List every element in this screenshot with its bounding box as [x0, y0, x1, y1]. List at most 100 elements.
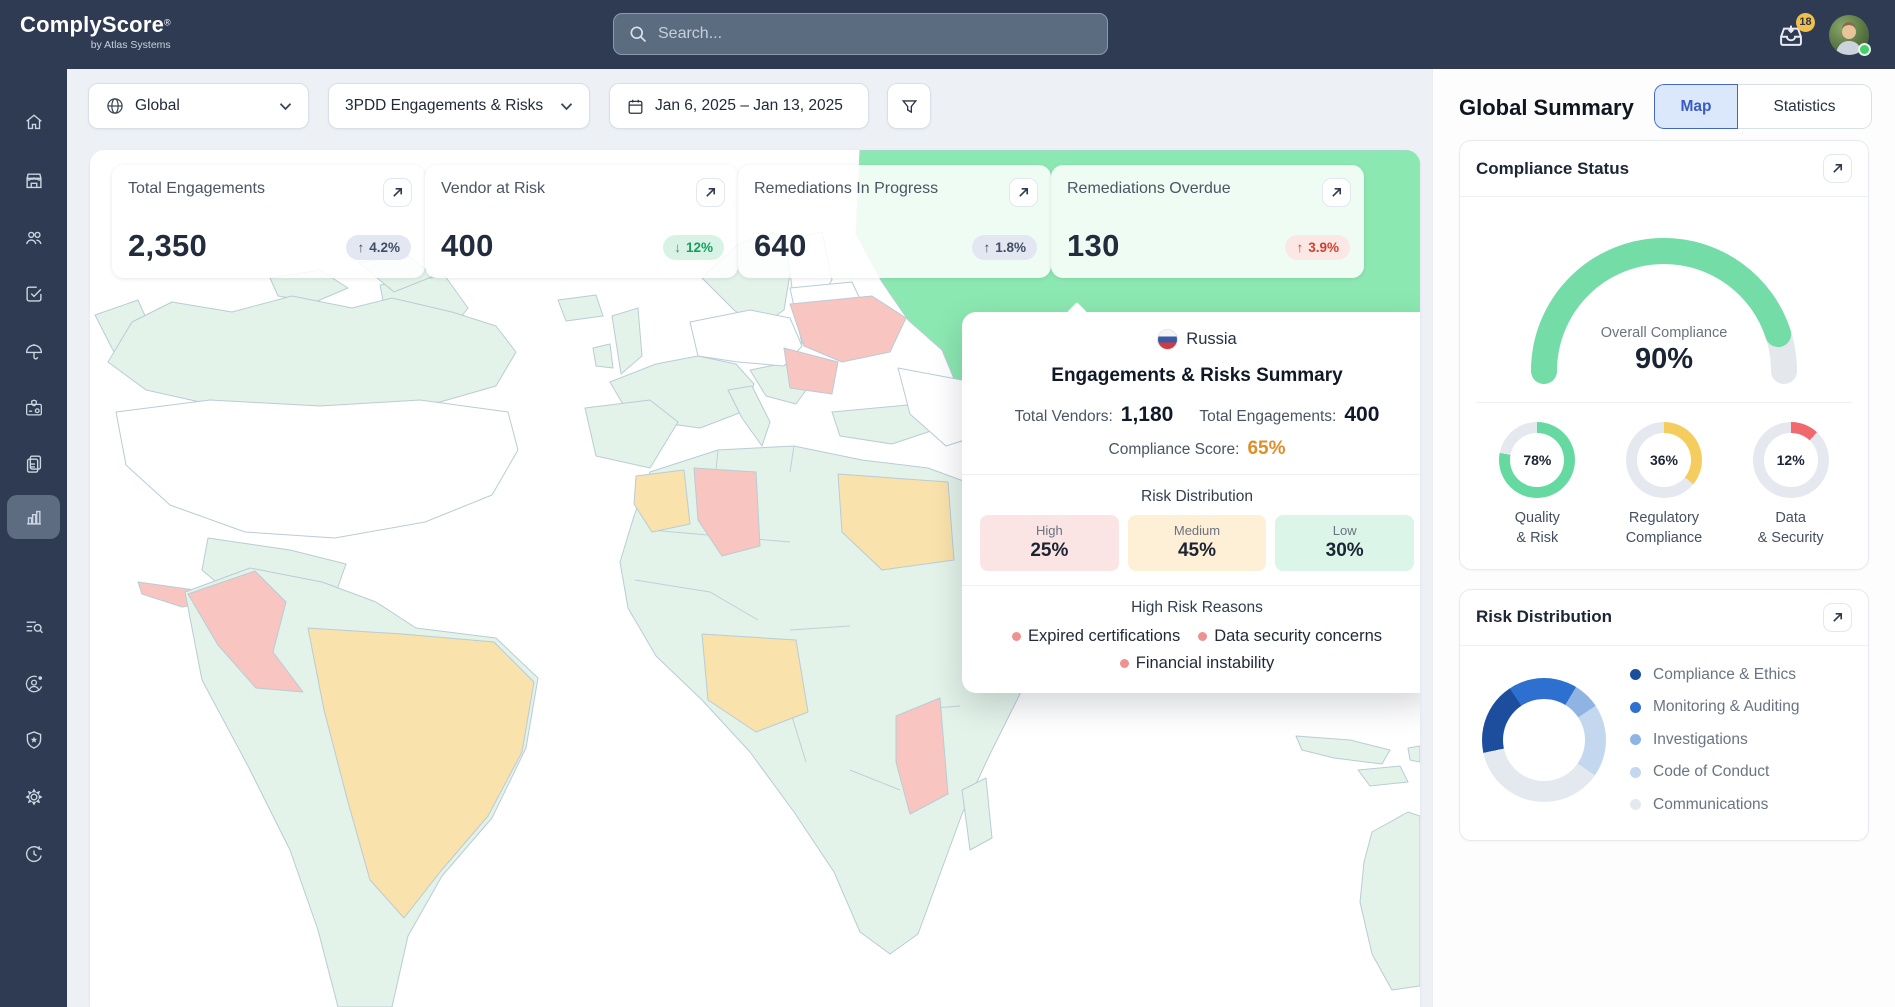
expand-button[interactable] — [383, 178, 412, 207]
stat-title: Total Engagements — [128, 180, 265, 197]
popup-country-name: Russia — [1186, 330, 1237, 348]
list-search-icon — [26, 621, 43, 634]
date-range-picker[interactable]: Jan 6, 2025 – Jan 13, 2025 — [609, 83, 869, 129]
sidebar-item-home[interactable] — [7, 100, 60, 144]
world-map[interactable]: Total Engagements 2,350 ↑ 4.2% Vendor at … — [90, 150, 1420, 1007]
expand-button[interactable] — [1823, 602, 1852, 632]
sidebar-item-users[interactable] — [7, 216, 60, 260]
online-status-dot — [1858, 42, 1871, 56]
expand-button[interactable] — [1322, 178, 1351, 207]
gauge-label: Overall Compliance — [1600, 325, 1728, 341]
sidebar-item-certificates[interactable] — [7, 386, 60, 430]
divider — [962, 585, 1420, 586]
stat-title: Remediations In Progress — [754, 180, 939, 197]
map-australia — [1359, 811, 1420, 991]
compliance-status-card: Compliance Status Overall Compliance 90%… — [1459, 140, 1869, 570]
storefront-icon — [25, 173, 42, 189]
check-square-icon — [25, 286, 42, 302]
total-engagements-label: Total Engagements: — [1199, 408, 1337, 425]
global-search[interactable] — [613, 13, 1108, 55]
sidebar-item-settings[interactable] — [7, 775, 60, 819]
documents-icon — [26, 455, 41, 473]
legend-dot — [1630, 701, 1641, 713]
legend-item: Compliance & Ethics — [1630, 666, 1799, 684]
total-vendors-value: 1,180 — [1120, 403, 1174, 426]
sidebar-item-audit-log[interactable] — [7, 605, 60, 649]
high-risk-reason: Expired certifications — [1011, 627, 1180, 646]
history-clock-icon — [25, 846, 42, 863]
global-summary-panel: Global Summary Compliance Status Overall… — [1432, 69, 1895, 1007]
user-avatar[interactable] — [1829, 14, 1871, 56]
chevron-down-icon — [560, 102, 573, 110]
brand-name: ComplyScore — [20, 12, 165, 37]
brand-registered-mark: ® — [164, 17, 171, 28]
sidebar-item-insurance[interactable] — [7, 330, 60, 374]
stat-delta-badge: ↑ 4.2% — [346, 235, 411, 260]
compliance-score-label: Compliance Score: — [1108, 441, 1240, 458]
chevron-down-icon — [279, 102, 292, 110]
risk-box-high: High 25% — [980, 515, 1119, 571]
legend-dot — [1630, 669, 1641, 681]
risk-distribution-card: Risk Distribution Compliance & Ethics Mo… — [1459, 588, 1869, 841]
topbar: ComplyScore® by Atlas Systems 18 — [0, 0, 1895, 69]
stat-card-remediations-overdue: Remediations Overdue 130 ↑ 3.9% — [1051, 165, 1364, 278]
bullet-dot — [1198, 632, 1208, 641]
stat-delta-badge: ↓ 12% — [663, 235, 724, 260]
stat-value: 400 — [441, 228, 494, 263]
toggle-statistics[interactable]: Statistics — [1738, 84, 1872, 129]
map-brazil — [307, 627, 535, 919]
expand-button[interactable] — [1009, 178, 1038, 207]
region-dropdown-value: Global — [135, 97, 180, 114]
arrow-up-right-icon — [1332, 187, 1342, 197]
stat-title: Vendor at Risk — [441, 180, 546, 197]
divider — [962, 474, 1420, 475]
sidebar-item-history[interactable] — [7, 832, 60, 876]
category-dropdown[interactable]: 3PDD Engagements & Risks — [328, 83, 590, 129]
stat-card-remediations-in-progress: Remediations In Progress 640 ↑ 1.8% — [738, 165, 1051, 278]
category-dropdown-value: 3PDD Engagements & Risks — [345, 97, 544, 114]
bar-chart-icon — [26, 510, 41, 525]
map-usa — [115, 399, 519, 539]
search-input[interactable] — [658, 25, 1093, 43]
region-dropdown[interactable]: Global — [88, 83, 309, 129]
map-canada — [107, 295, 517, 409]
map-sudan — [837, 473, 955, 571]
stat-value: 2,350 — [128, 228, 208, 263]
high-risk-reason: Data security concerns — [1198, 627, 1382, 646]
arrow-up-right-icon — [706, 187, 716, 197]
expand-button[interactable] — [1823, 154, 1852, 183]
legend-dot — [1630, 734, 1641, 746]
stat-title: Remediations Overdue — [1067, 180, 1231, 197]
expand-button[interactable] — [696, 178, 725, 207]
arrow-up-right-icon — [1833, 612, 1843, 622]
stat-delta-badge: ↑ 1.8% — [972, 235, 1037, 260]
notification-badge: 18 — [1796, 12, 1815, 32]
overall-compliance-gauge: Overall Compliance 90% — [1514, 219, 1814, 384]
notifications-button[interactable]: 18 — [1777, 12, 1815, 49]
sidebar-item-analytics[interactable] — [7, 495, 60, 539]
sidebar-item-user-settings[interactable] — [7, 662, 60, 706]
high-risk-reason: Financial instability — [1119, 654, 1274, 673]
shield-star-icon — [26, 731, 41, 749]
popup-risk-title: Risk Distribution — [1141, 488, 1253, 505]
sidebar-item-documents[interactable] — [7, 442, 60, 486]
date-range-value: Jan 6, 2025 – Jan 13, 2025 — [655, 97, 843, 114]
search-icon — [630, 26, 647, 43]
popup-reasons-title: High Risk Reasons — [1131, 599, 1263, 616]
users-icon — [25, 231, 42, 245]
filter-button[interactable] — [887, 83, 931, 129]
map-chad — [693, 467, 761, 557]
sidebar-item-vendors[interactable] — [7, 159, 60, 203]
card-title: Compliance Status — [1476, 158, 1630, 178]
legend-dot — [1630, 766, 1641, 778]
map-ukraine — [789, 295, 907, 363]
brand-logo[interactable]: ComplyScore® by Atlas Systems — [20, 12, 171, 51]
sidebar-item-security[interactable] — [7, 718, 60, 762]
compliance-score-value: 65% — [1247, 438, 1286, 459]
sidebar-item-tasks[interactable] — [7, 272, 60, 316]
avatar-image — [1835, 21, 1863, 55]
map-mozambique — [895, 697, 949, 815]
map-niger — [633, 469, 691, 533]
toggle-map[interactable]: Map — [1654, 84, 1738, 129]
risk-distribution-donut — [1482, 677, 1606, 802]
